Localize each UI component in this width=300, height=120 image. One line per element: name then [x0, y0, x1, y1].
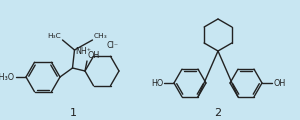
Text: 1: 1	[70, 108, 76, 118]
Text: Cl⁻: Cl⁻	[106, 42, 119, 51]
Text: OH: OH	[273, 78, 285, 87]
Text: 2: 2	[214, 108, 222, 118]
Text: CH₃O: CH₃O	[0, 72, 15, 81]
Text: H₃C: H₃C	[48, 33, 62, 39]
Text: NH⁺: NH⁺	[76, 46, 91, 55]
Text: HO: HO	[151, 78, 163, 87]
Text: OH: OH	[88, 51, 100, 60]
Text: CH₃: CH₃	[94, 33, 107, 39]
